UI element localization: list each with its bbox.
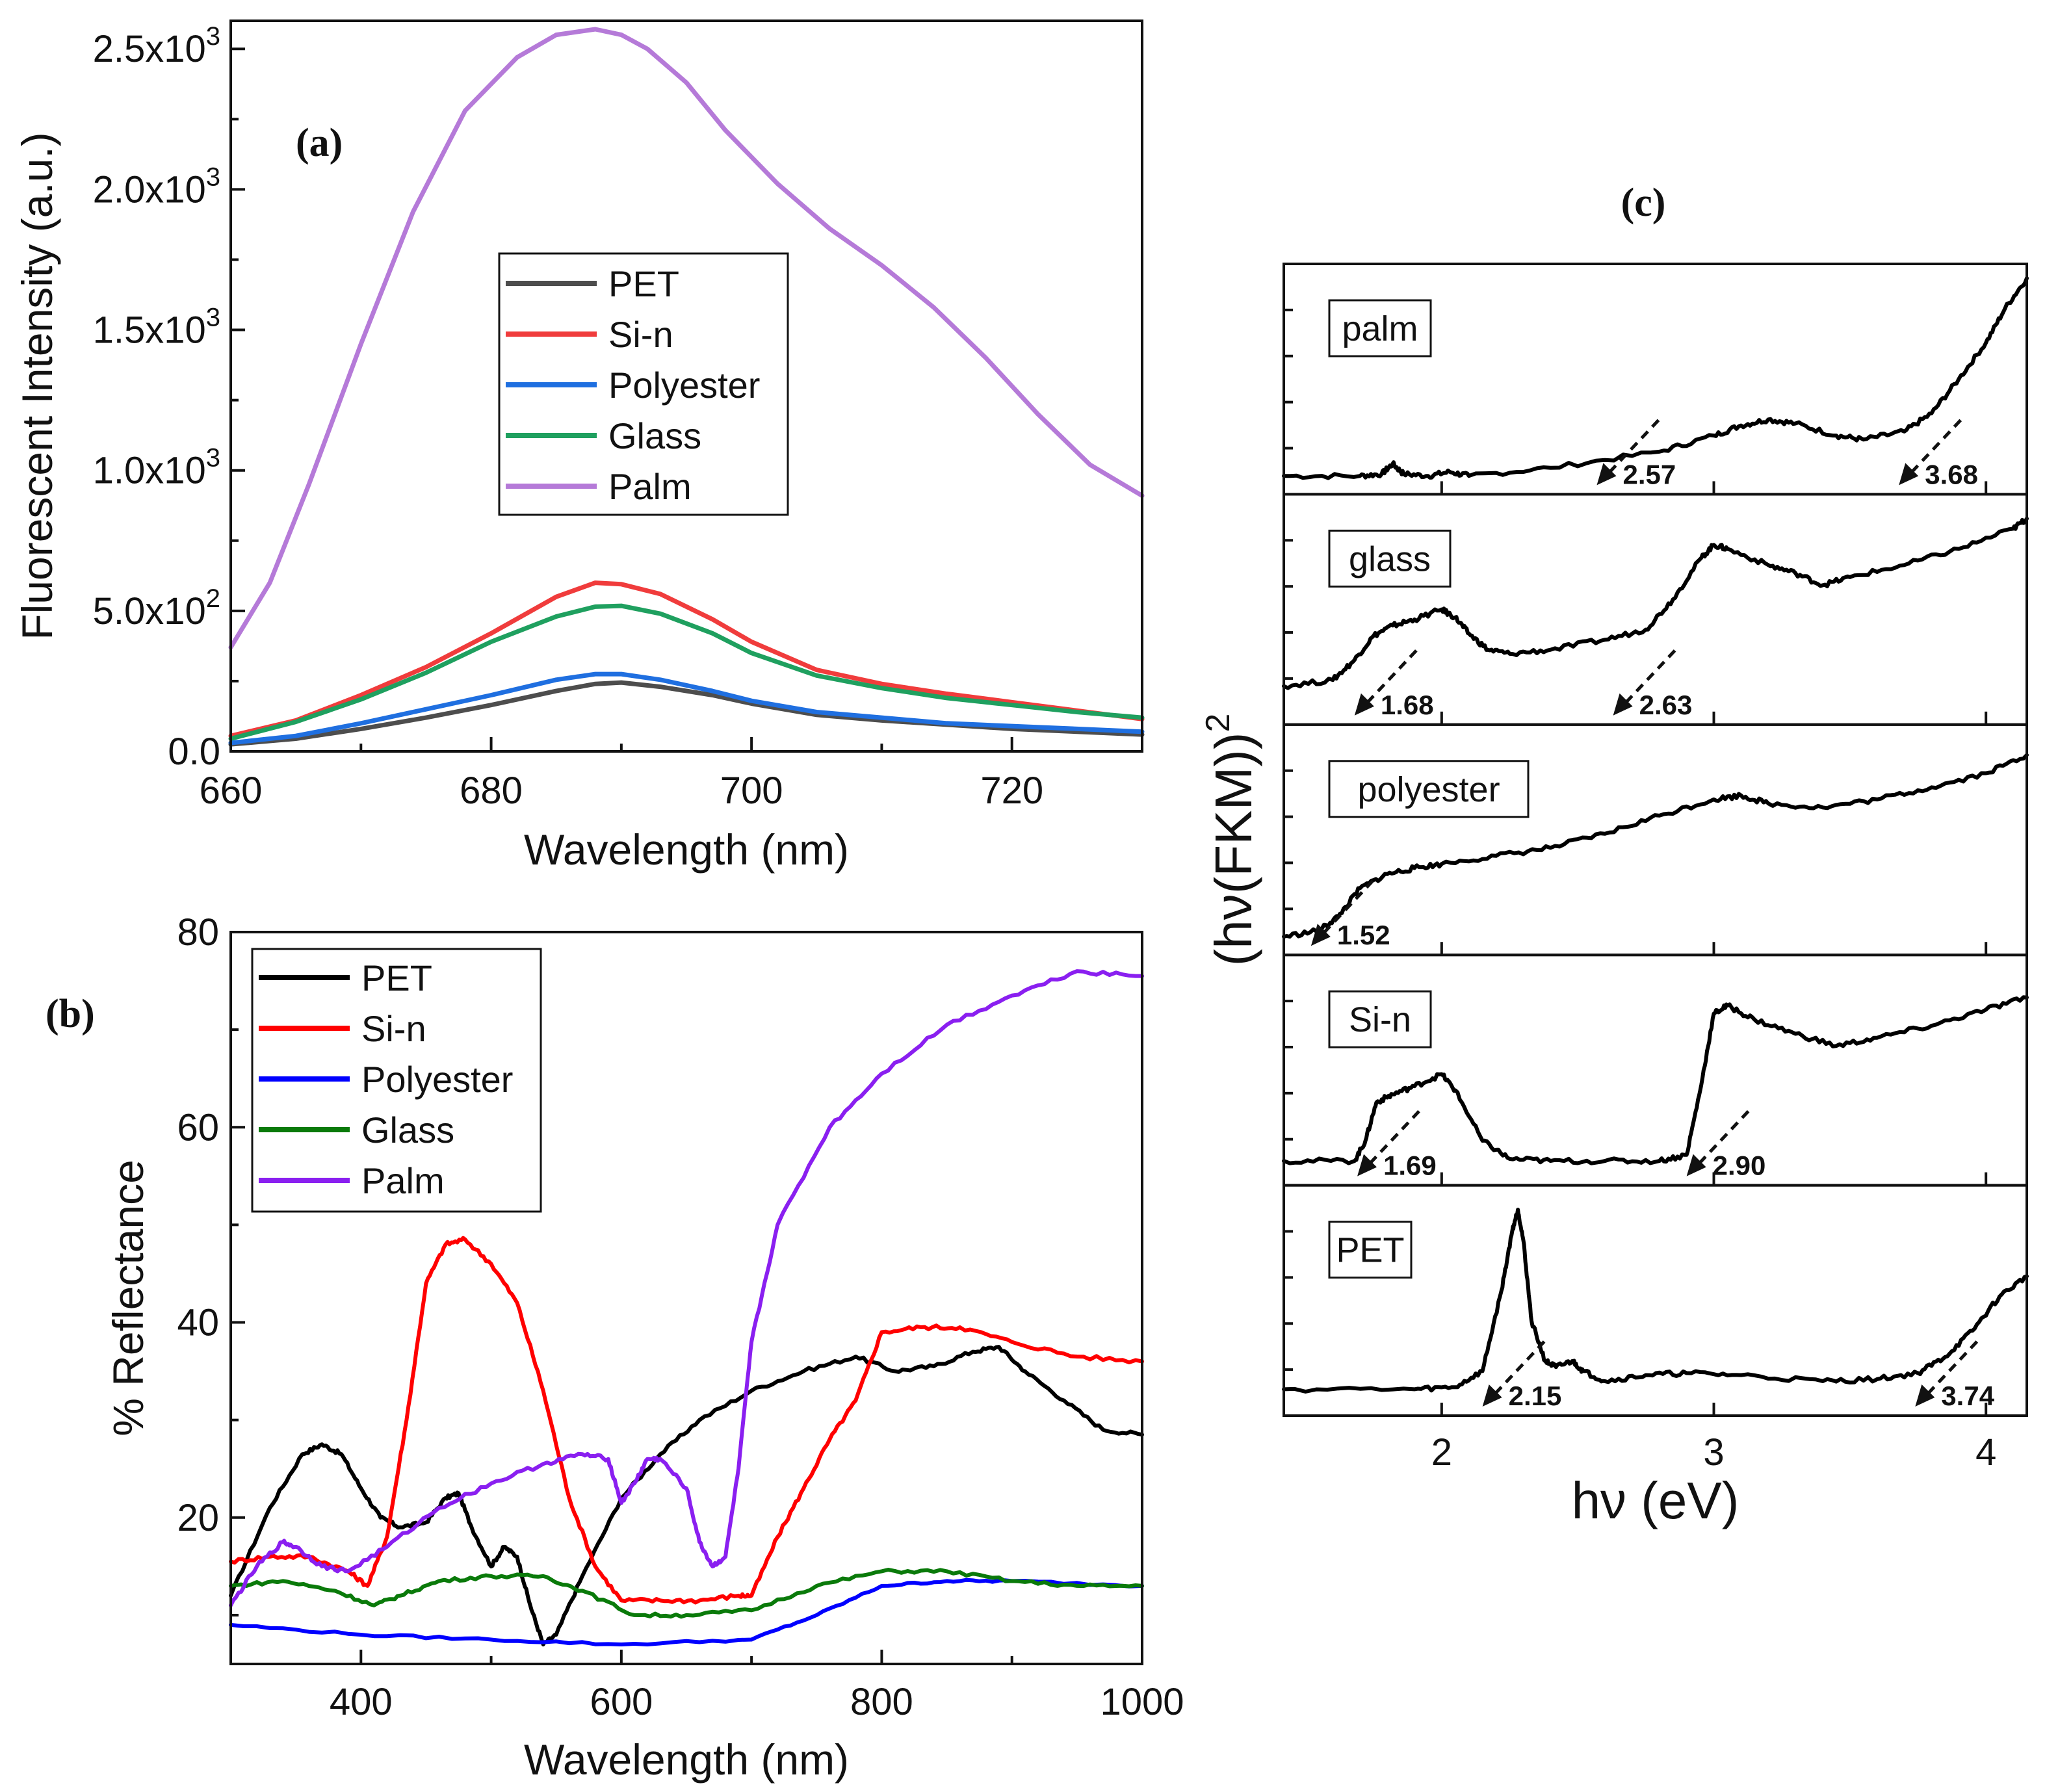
y-tick-label-a: 1.0x103 [93,444,220,492]
subplot-label: PET [1336,1231,1404,1270]
y-axis-label-c: (hν(FKM))2 [1199,714,1262,967]
y-tick-label-a: 0.0 [168,731,220,773]
x-tick-label-c: 4 [1975,1431,1996,1474]
series-a-glass [228,603,1145,741]
x-tick-label-c: 3 [1703,1431,1724,1474]
x-tick-label-b: 1000 [1100,1681,1184,1723]
y-tick-label-b: 80 [177,911,219,954]
x-tick-label-b: 600 [590,1681,653,1723]
bandgap-annotation: 1.68 [1381,690,1434,720]
tangent-arrow-2.57 [1596,463,1617,486]
bandgap-annotation: 3.74 [1941,1381,1994,1411]
tangent-line-1.69 [1365,1110,1420,1169]
subplot-label-box [1328,299,1432,357]
x-tick-label-a: 660 [200,770,263,812]
bandgap-annotation: 1.69 [1383,1150,1437,1181]
y-tick-label-a: 1.5x103 [93,304,220,352]
tangent-arrow-2.63 [1613,693,1633,716]
bandgap-annotation: 2.90 [1713,1150,1766,1181]
tangent-arrow-2.90 [1686,1154,1706,1176]
series-c-si-n [1282,995,2029,1165]
subplot-label-box [1328,529,1452,588]
legend-label-a: Glass [608,415,701,456]
legend-label-b: Si-n [361,1008,426,1049]
plot-frame-a [229,19,1143,753]
subplot-label-box [1328,990,1432,1048]
series-a-palm [228,27,1145,650]
subplot-label: glass [1349,539,1431,578]
legend-label-a: Polyester [608,365,760,406]
panel-a-chart: 660 680 700 720 0.0 5.0x102 1.0x103 1.5x103 2.0x… [13,19,1145,874]
tangent-arrow-1.69 [1357,1154,1377,1176]
panel-label-a: (a) [296,121,343,165]
x-axis-label-c: hν (eV) [1572,1472,1739,1529]
x-tick-label-a: 680 [460,770,523,812]
series-b-pet [229,1345,1144,1646]
subplot-frame-c [1283,1184,2028,1417]
tangent-line-2.90 [1694,1110,1750,1169]
subplot-label: Si-n [1349,1000,1411,1039]
series-c-polyester [1282,753,2029,939]
x-tick-label-a: 720 [980,770,1043,812]
x-axis-label-b: Wavelength (nm) [524,1735,849,1784]
series-c-pet [1282,1208,2029,1394]
legend-label-a: Si-n [608,314,673,355]
bandgap-annotation: 2.57 [1622,459,1676,489]
y-axis-label-a: Fluorescent Intensity (a.u.) [13,132,61,640]
x-tick-label-c: 2 [1431,1431,1452,1474]
legend-label-b: Polyester [361,1059,513,1100]
bandgap-annotation: 2.15 [1509,1381,1562,1411]
x-tick-label-b: 800 [850,1681,913,1723]
series-a-si-n [228,580,1145,738]
series-b-palm [229,969,1144,1607]
bandgap-annotation: 1.52 [1337,920,1390,950]
legend-label-b: Glass [361,1110,454,1150]
y-tick-label-b: 20 [177,1497,219,1539]
plot-frame-b [229,931,1143,1665]
panel-label-b: (b) [46,992,95,1036]
legend-label-a: Palm [608,466,692,507]
tangent-arrow-3.74 [1915,1384,1935,1407]
subplot-label: palm [1342,309,1418,348]
bandgap-annotation: 3.68 [1925,459,1978,489]
y-tick-label-a: 5.0x102 [93,584,220,632]
y-tick-label-a: 2.0x103 [93,162,220,211]
legend-label-b: PET [361,957,432,998]
tangent-arrow-1.52 [1310,924,1331,946]
tangent-line-1.52 [1319,879,1374,938]
tangent-line-1.68 [1362,649,1418,708]
tangent-arrow-3.68 [1899,463,1919,486]
tangent-arrow-2.15 [1482,1384,1502,1407]
series-a-polyester [228,671,1145,746]
panel-b-chart: 400 600 800 1000 20 40 60 80 Wavelength (nm) % Re… [46,911,1184,1784]
tangent-line-3.74 [1923,1340,1979,1399]
tangent-line-2.63 [1621,649,1676,708]
tangent-line-2.57 [1604,419,1660,478]
subplot-label-box [1328,1221,1413,1279]
legend-label-a: PET [608,263,679,304]
tangent-arrow-1.68 [1354,693,1374,716]
y-tick-label-a: 2.5x103 [93,22,220,70]
series-b-glass [229,1568,1144,1619]
series-c-palm [1282,276,2029,480]
subplot-label-box [1328,760,1530,818]
x-tick-label-b: 400 [330,1681,393,1723]
subplot-label: polyester [1357,770,1500,809]
x-tick-label-a: 700 [720,770,783,812]
panel-c-chart: palm 2.57 3.68 glass 1.68 2.63 polyester 1.52 Si… [1199,181,2029,1529]
y-tick-label-b: 60 [177,1106,219,1149]
x-axis-label-a: Wavelength (nm) [524,825,849,874]
y-axis-label-b: % Reflectance [104,1160,152,1436]
bandgap-annotation: 2.63 [1639,690,1693,720]
tangent-line-2.15 [1490,1340,1546,1399]
y-tick-label-b: 40 [177,1302,219,1344]
legend-label-b: Palm [361,1160,445,1201]
panel-label-c: (c) [1621,181,1666,225]
series-b-polyester [229,1578,1144,1646]
tangent-line-3.68 [1907,419,1962,478]
series-c-glass [1282,516,2029,690]
